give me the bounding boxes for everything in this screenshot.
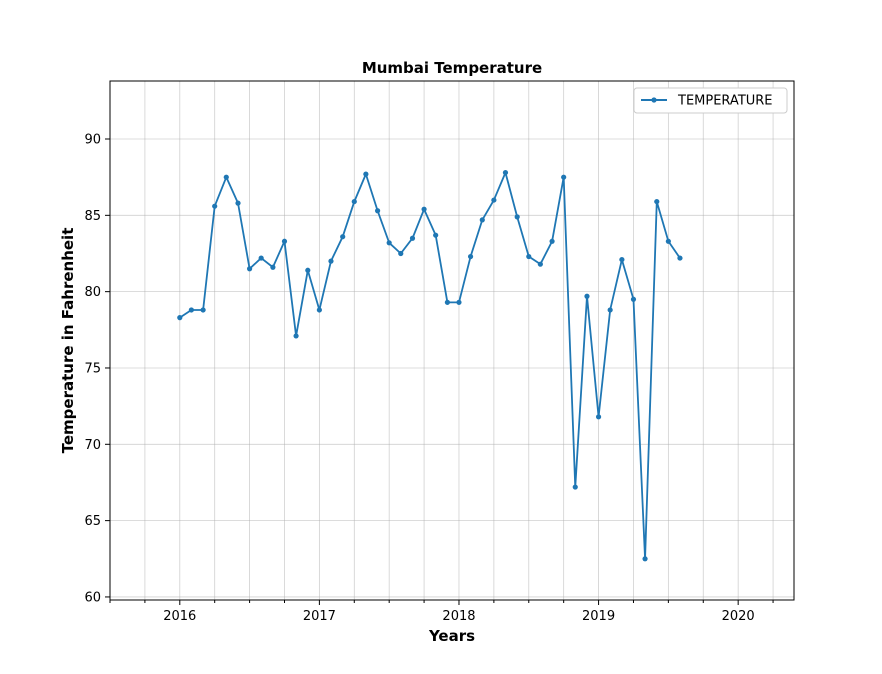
y-tick-label: 60: [84, 590, 101, 605]
data-point: [479, 217, 485, 223]
legend-label: TEMPERATURE: [677, 94, 773, 109]
data-point: [212, 203, 218, 209]
data-point: [223, 174, 229, 180]
data-point: [549, 238, 555, 244]
data-point: [502, 169, 509, 176]
data-point: [467, 253, 474, 260]
data-point: [281, 238, 288, 244]
grid: [109, 81, 794, 600]
data-point: [421, 206, 427, 212]
data-point: [444, 299, 450, 305]
y-tick-label: 85: [84, 209, 101, 224]
data-point: [177, 315, 183, 321]
x-tick-label: 2016: [163, 609, 196, 624]
data-point: [642, 556, 648, 562]
series-line: [179, 171, 681, 560]
data-point: [328, 258, 334, 264]
series-layer: [177, 169, 683, 562]
y-tick-label: 75: [84, 361, 101, 376]
data-point: [677, 255, 683, 261]
data-point: [665, 238, 671, 244]
axes-ticks: 2016 2017 2018 2019 2020 60 65 70 75 80 85 90: [84, 133, 774, 624]
data-point: [293, 333, 299, 339]
data-point: [398, 250, 404, 257]
x-tick-label: 2020: [722, 609, 755, 624]
data-point: [363, 171, 369, 177]
x-tick-label: 2017: [303, 609, 336, 624]
data-point: [537, 261, 543, 267]
data-point: [340, 234, 346, 240]
data-point: [433, 232, 439, 238]
data-point: [200, 307, 206, 313]
data-point: [630, 296, 637, 302]
plot-area-frame: [109, 80, 795, 601]
data-point: [409, 235, 416, 241]
data-point: [619, 256, 625, 263]
data-point: [595, 414, 602, 420]
x-tick-label: 2019: [582, 609, 615, 624]
x-axis-label: Years: [428, 627, 475, 645]
y-tick-label: 65: [84, 514, 101, 529]
y-axis-label: Temperature in Fahrenheit: [59, 228, 77, 454]
x-tick-label: 2018: [442, 609, 475, 624]
data-point: [584, 293, 590, 299]
data-point: [526, 253, 532, 260]
data-point: [386, 240, 392, 246]
data-point: [235, 200, 241, 206]
y-tick-label: 70: [84, 438, 101, 453]
chart-title: Mumbai Temperature: [362, 59, 542, 77]
data-point: [246, 266, 253, 272]
data-point: [561, 174, 567, 180]
legend-box: [633, 87, 788, 114]
data-point: [514, 214, 520, 220]
data-point: [456, 299, 462, 305]
data-point: [374, 208, 381, 214]
data-point: [188, 307, 194, 313]
data-point: [491, 197, 497, 203]
data-point: [654, 198, 660, 205]
data-point: [607, 307, 613, 313]
data-point: [351, 198, 357, 205]
legend-marker: [651, 97, 657, 103]
data-point: [572, 484, 578, 490]
data-point: [270, 264, 276, 270]
legend: TEMPERATURE: [633, 87, 788, 114]
data-point: [258, 255, 264, 261]
y-tick-label: 90: [84, 133, 101, 148]
data-point: [305, 267, 311, 273]
y-tick-label: 80: [84, 285, 101, 300]
data-point: [316, 307, 322, 313]
